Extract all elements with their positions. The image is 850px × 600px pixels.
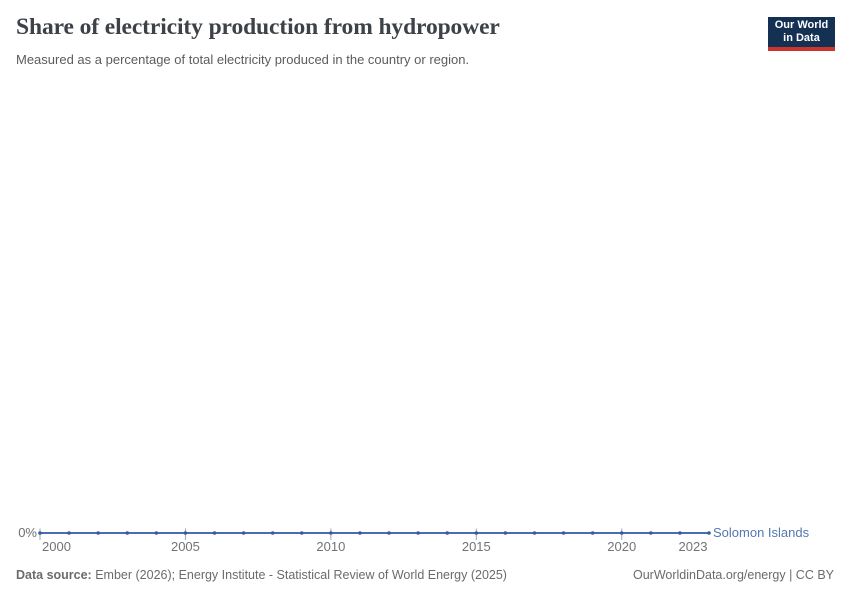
chart-title: Share of electricity production from hyd… [16, 14, 500, 40]
data-point-marker [387, 531, 391, 535]
datasource-text: Data source: Ember (2026); Energy Instit… [16, 568, 507, 583]
footer-link[interactable]: OurWorldinData.org/energy | CC BY [632, 568, 834, 582]
data-point-marker [96, 531, 100, 535]
owid-logo-red-strip [768, 47, 835, 51]
x-tick-label: 2020 [607, 539, 637, 554]
data-point-marker [619, 531, 624, 535]
data-point-marker [503, 531, 508, 535]
datasource-value: Ember (2026); Energy Institute - Statist… [91, 568, 507, 582]
data-point-marker [241, 531, 246, 535]
data-point-marker [212, 531, 217, 535]
chart-footer: Data source: Ember (2026); Energy Instit… [16, 568, 834, 583]
owid-logo-box: Our World in Data [768, 17, 835, 47]
data-point-marker [183, 531, 188, 535]
x-tick-label: 2000 [42, 539, 71, 554]
data-point-marker [329, 531, 333, 535]
data-point-marker [416, 531, 420, 535]
data-point-marker [38, 531, 42, 535]
owid-logo-line2: in Data [783, 32, 820, 44]
data-point-marker [358, 531, 362, 535]
data-point-marker [649, 531, 653, 535]
x-tick-label: 2005 [170, 539, 200, 554]
x-tick-label: 2015 [461, 539, 491, 554]
chart-subtitle: Measured as a percentage of total electr… [16, 52, 470, 67]
data-point-marker [707, 531, 711, 535]
data-point-marker [125, 531, 130, 535]
data-point-marker [445, 531, 450, 535]
data-point-marker [561, 531, 566, 535]
owid-logo-line1: Our World [774, 19, 829, 31]
data-point-marker [678, 531, 682, 535]
data-point-marker [270, 531, 275, 535]
data-point-marker [154, 531, 159, 535]
data-point-marker [299, 531, 304, 535]
data-point-marker [532, 531, 537, 535]
entity-label: Solomon Islands [713, 525, 810, 540]
datasource-label: Data source: [16, 568, 92, 582]
x-tick-label: 2010 [316, 539, 346, 554]
data-point-marker [590, 531, 595, 535]
data-point-marker [474, 531, 479, 535]
owid-logo: Our World in Data [768, 17, 835, 51]
x-tick-label: 2023 [678, 539, 708, 554]
y-axis-zero-label: 0% [18, 525, 37, 540]
data-point-marker [67, 531, 71, 535]
